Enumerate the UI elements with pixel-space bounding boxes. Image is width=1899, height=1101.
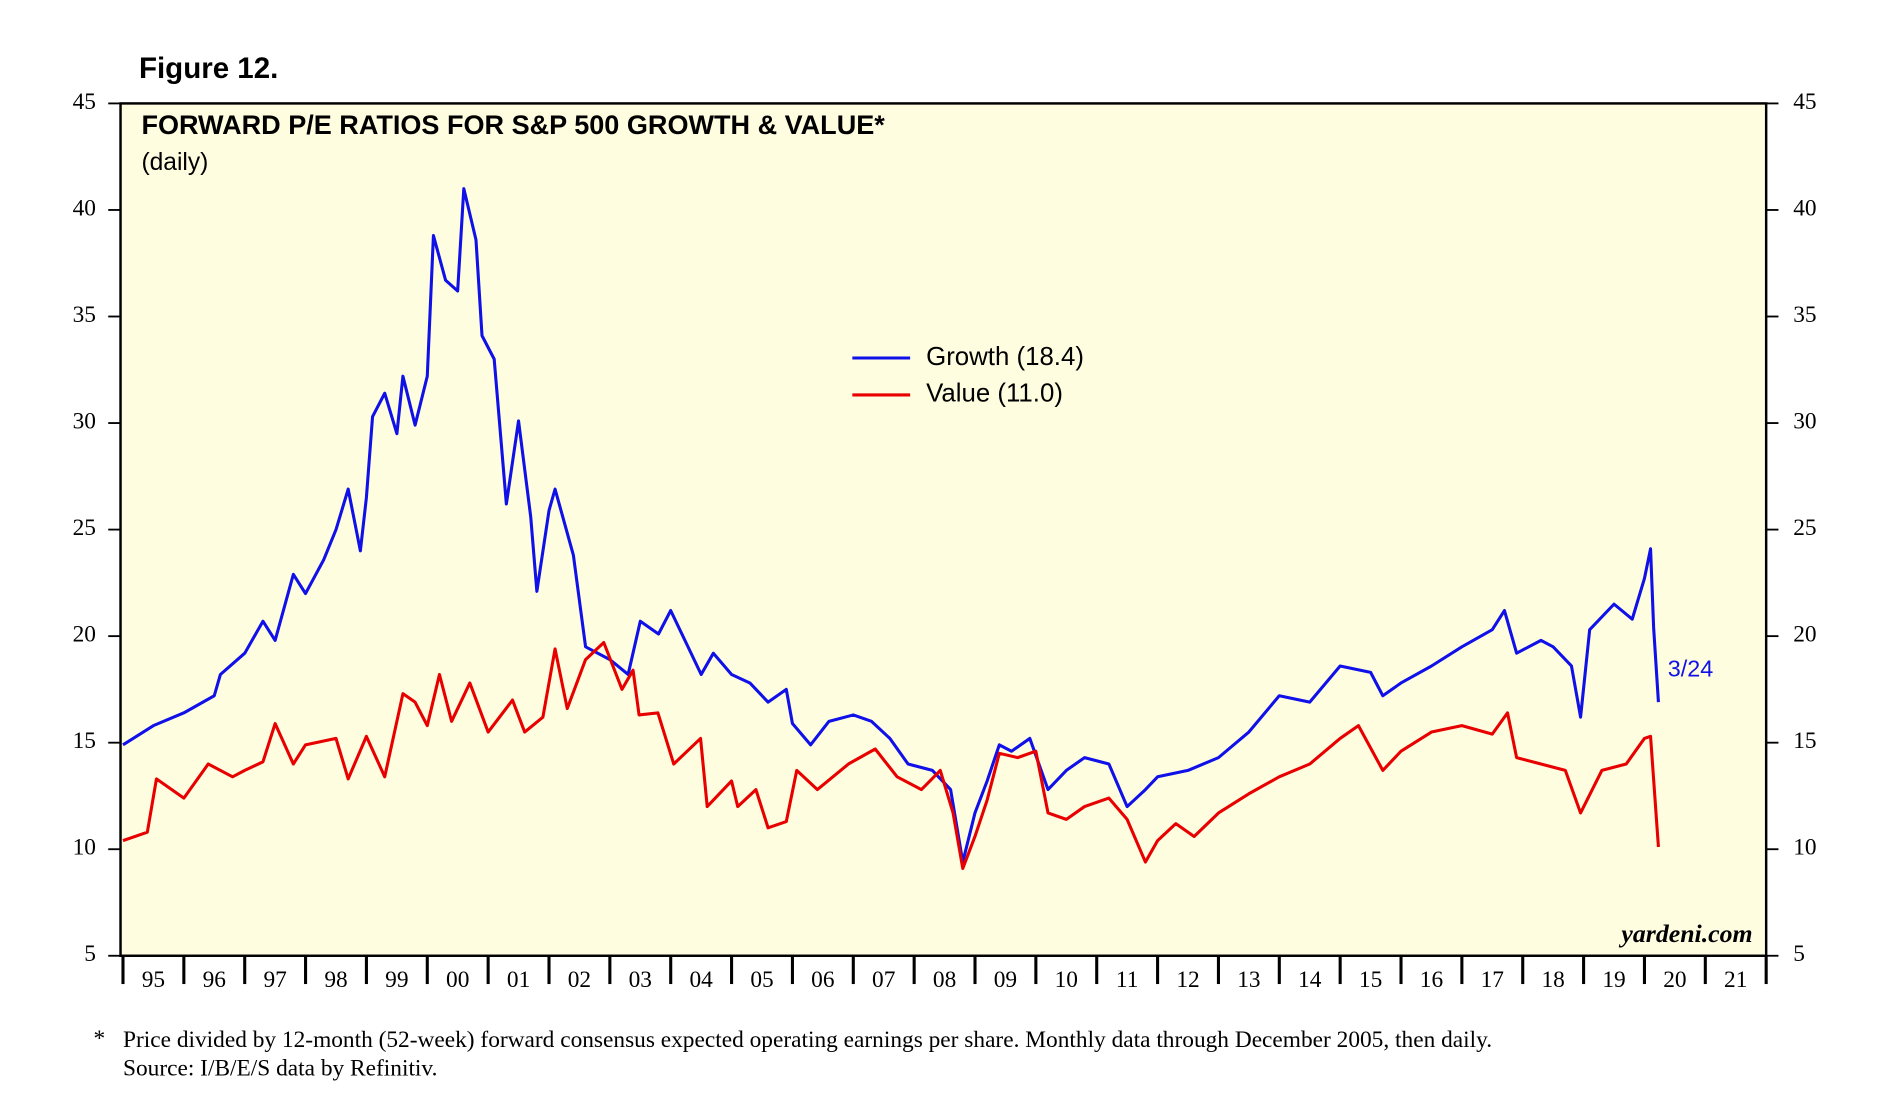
- x-tick-label: 03: [629, 967, 652, 993]
- annotation: 3/24: [1668, 656, 1713, 682]
- legend-label: Growth (18.4): [926, 343, 1084, 371]
- x-tick-label: 18: [1541, 967, 1564, 993]
- x-tick-label: 04: [689, 967, 713, 993]
- x-tick-label: 17: [1481, 967, 1504, 993]
- chart-subtitle: (daily): [141, 149, 208, 176]
- x-tick-label: 15: [1359, 967, 1382, 993]
- x-tick-label: 95: [142, 967, 165, 993]
- plot-area: [119, 102, 1768, 957]
- figure-label: Figure 12.: [139, 52, 278, 85]
- y-tick-label: 30: [73, 408, 96, 434]
- footnote-marker: *: [93, 1026, 105, 1052]
- y2-tick-label: 25: [1793, 515, 1816, 541]
- x-tick-label: 10: [1055, 967, 1078, 993]
- source: Source: I/B/E/S data by Refinitiv.: [123, 1056, 437, 1082]
- y-tick-label: 25: [73, 515, 96, 541]
- y-tick-label: 15: [73, 728, 96, 754]
- y-tick-label: 45: [73, 89, 96, 115]
- y2-tick-label: 10: [1793, 835, 1816, 861]
- series-line: [122, 640, 1660, 870]
- y2-tick-label: 30: [1793, 408, 1816, 434]
- watermark: yardeni.com: [1618, 919, 1752, 948]
- y2-tick-label: 20: [1793, 621, 1816, 647]
- x-tick-label: 09: [994, 967, 1017, 993]
- x-tick-label: 08: [933, 967, 956, 993]
- y2-tick-label: 5: [1793, 941, 1805, 967]
- x-tick-label: 06: [811, 967, 834, 993]
- chart-title: FORWARD P/E RATIOS FOR S&P 500 GROWTH & …: [141, 110, 885, 140]
- y2-tick-label: 45: [1793, 89, 1816, 115]
- y-tick-label: 35: [73, 302, 96, 328]
- footnote: Price divided by 12-month (52-week) forw…: [123, 1027, 1492, 1053]
- x-tick-label: 13: [1237, 967, 1260, 993]
- x-tick-label: 20: [1663, 967, 1686, 993]
- x-tick-label: 99: [385, 967, 408, 993]
- y2-tick-label: 15: [1793, 728, 1816, 754]
- x-tick-label: 01: [507, 967, 530, 993]
- x-tick-label: 19: [1602, 967, 1625, 993]
- y2-tick-label: 35: [1793, 302, 1816, 328]
- y-tick-label: 5: [84, 941, 96, 967]
- series-line: [122, 187, 1660, 864]
- x-tick-label: 05: [750, 967, 773, 993]
- y2-tick-label: 40: [1793, 195, 1816, 221]
- y-tick-label: 40: [73, 195, 96, 221]
- x-tick-label: 11: [1116, 967, 1139, 993]
- x-tick-label: 16: [1420, 967, 1443, 993]
- x-tick-label: 98: [324, 967, 347, 993]
- x-tick-label: 07: [872, 967, 895, 993]
- x-tick-label: 02: [568, 967, 591, 993]
- x-tick-label: 00: [446, 967, 469, 993]
- x-tick-label: 21: [1724, 967, 1747, 993]
- x-tick-label: 96: [203, 967, 226, 993]
- legend-label: Value (11.0): [926, 380, 1063, 408]
- x-tick-label: 14: [1298, 967, 1322, 993]
- x-tick-label: 97: [263, 967, 286, 993]
- y-tick-label: 10: [73, 835, 96, 861]
- y-tick-label: 20: [73, 621, 96, 647]
- x-tick-label: 12: [1176, 967, 1199, 993]
